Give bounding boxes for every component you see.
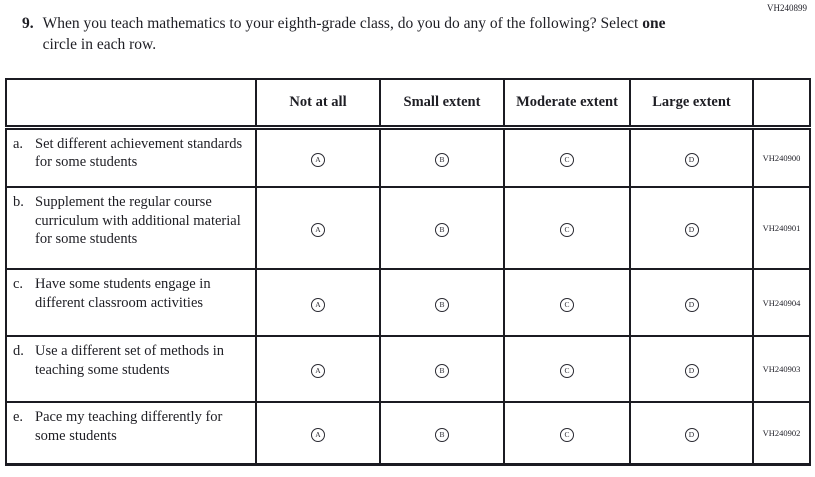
option-bubble-e-A[interactable]: A	[311, 427, 325, 442]
row-b-letter: b.	[13, 194, 24, 210]
option-bubble-d-B[interactable]: B	[435, 364, 449, 378]
row-a-code: VH240900	[752, 126, 811, 188]
row-e-cell-large-extent: D	[629, 401, 754, 465]
question-text-part2: circle in each row.	[42, 35, 157, 53]
response-matrix: Not at all Small extent Moderate extent …	[5, 78, 811, 466]
row-c-cell-moderate-extent: C	[503, 268, 631, 337]
option-bubble-d-A[interactable]: A	[311, 364, 325, 378]
row-b-cell-moderate-extent: C	[503, 186, 631, 270]
row-a-cell-large-extent: D	[629, 126, 754, 188]
row-d-cell-small-extent: B	[379, 335, 505, 403]
row-c-code: VH240904	[752, 268, 811, 337]
option-bubble-e-B[interactable]: B	[435, 427, 449, 442]
table-row-b: b. Supplement the regular course curricu…	[5, 186, 811, 270]
row-e-letter: e.	[13, 409, 24, 425]
row-c-cell-small-extent: B	[379, 268, 505, 337]
question-text-part1: When you teach mathematics to your eight…	[42, 15, 643, 32]
question-stem: 9. When you teach mathematics to your ei…	[22, 14, 702, 56]
row-a-label-cell: a. Set different achievement standards f…	[5, 126, 257, 188]
row-a-cell-small-extent: B	[379, 126, 505, 188]
row-b-label-cell: b. Supplement the regular course curricu…	[5, 186, 257, 270]
row-e-cell-moderate-extent: C	[503, 401, 631, 465]
row-a-letter: a.	[13, 135, 24, 152]
row-d-code: VH240903	[752, 335, 811, 403]
option-bubble-a-A[interactable]: A	[311, 152, 325, 167]
header-row: Not at all Small extent Moderate extent …	[5, 78, 811, 130]
row-e-cell-not-at-all: A	[255, 401, 381, 465]
row-b-cell-small-extent: B	[379, 186, 505, 270]
row-e-cell-small-extent: B	[379, 401, 505, 465]
row-d-label: Use a different set of methods in teachi…	[35, 343, 224, 378]
header-code-blank	[752, 78, 811, 130]
option-bubble-c-B[interactable]: B	[435, 297, 449, 312]
response-matrix-table: Not at all Small extent Moderate extent …	[5, 78, 811, 466]
option-bubble-e-C[interactable]: C	[560, 427, 574, 442]
row-a-cell-moderate-extent: C	[503, 126, 631, 188]
row-b-cell-not-at-all: A	[255, 186, 381, 270]
option-bubble-c-A[interactable]: A	[311, 297, 325, 312]
table-row-e: e. Pace my teaching differently for some…	[5, 401, 811, 465]
row-b-code: VH240901	[752, 186, 811, 270]
header-not-at-all: Not at all	[255, 78, 381, 130]
row-a-cell-not-at-all: A	[255, 126, 381, 188]
row-b-cell-large-extent: D	[629, 186, 754, 270]
row-d-cell-not-at-all: A	[255, 335, 381, 403]
header-blank	[5, 78, 257, 130]
row-c-label-cell: c. Have some students engage in differen…	[5, 268, 257, 337]
row-d-cell-large-extent: D	[629, 335, 754, 403]
option-bubble-c-C[interactable]: C	[560, 297, 574, 312]
row-d-letter: d.	[13, 343, 24, 359]
page-accession-code: VH240899	[767, 3, 807, 13]
option-bubble-b-C[interactable]: C	[560, 223, 574, 237]
question-text: When you teach mathematics to your eight…	[43, 14, 673, 56]
table-row-c: c. Have some students engage in differen…	[5, 268, 811, 337]
table-row-d: d. Use a different set of methods in tea…	[5, 335, 811, 403]
row-c-label: Have some students engage in different c…	[35, 276, 211, 311]
question-number: 9.	[22, 15, 34, 32]
header-small-extent: Small extent	[379, 78, 505, 130]
row-b-label: Supplement the regular course curriculum…	[35, 194, 241, 248]
option-bubble-e-D[interactable]: D	[684, 427, 699, 442]
option-bubble-c-D[interactable]: D	[684, 297, 699, 312]
table-row-a: a. Set different achievement standards f…	[5, 126, 811, 188]
option-bubble-d-C[interactable]: C	[560, 364, 574, 378]
option-bubble-a-B[interactable]: B	[435, 152, 449, 167]
option-bubble-b-A[interactable]: A	[311, 223, 325, 237]
row-e-label: Pace my teaching differently for some st…	[35, 409, 223, 444]
row-a-label: Set different achievement standards for …	[35, 135, 243, 171]
option-bubble-d-D[interactable]: D	[684, 364, 699, 378]
header-large-extent: Large extent	[629, 78, 754, 130]
option-bubble-b-B[interactable]: B	[435, 223, 449, 237]
option-bubble-b-D[interactable]: D	[684, 223, 699, 237]
row-c-cell-not-at-all: A	[255, 268, 381, 337]
header-moderate-extent: Moderate extent	[503, 78, 631, 130]
row-e-label-cell: e. Pace my teaching differently for some…	[5, 401, 257, 465]
row-c-cell-large-extent: D	[629, 268, 754, 337]
row-d-cell-moderate-extent: C	[503, 335, 631, 403]
row-d-label-cell: d. Use a different set of methods in tea…	[5, 335, 257, 403]
question-text-bold-one: one	[642, 15, 666, 32]
option-bubble-a-C[interactable]: C	[560, 152, 574, 167]
option-bubble-a-D[interactable]: D	[684, 152, 699, 167]
row-c-letter: c.	[13, 276, 24, 292]
row-e-code: VH240902	[752, 401, 811, 465]
